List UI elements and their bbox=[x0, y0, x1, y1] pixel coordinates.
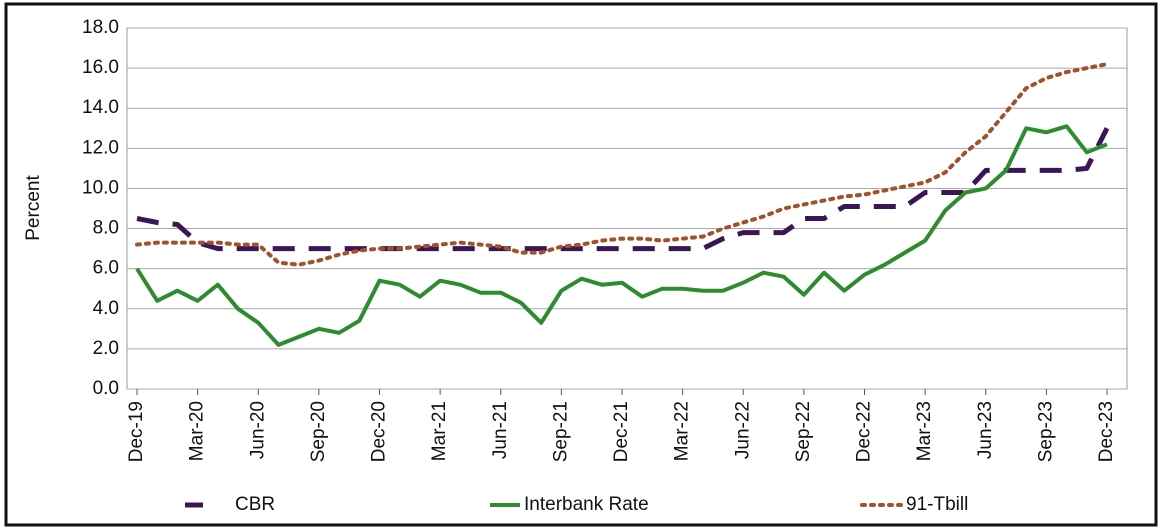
legend-label: 91-Tbill bbox=[906, 494, 968, 515]
y-tick-label: 18.0 bbox=[82, 17, 119, 38]
y-tick-label: 14.0 bbox=[82, 97, 119, 118]
x-tick-label: Mar-20 bbox=[187, 401, 208, 461]
y-tick-label: 10.0 bbox=[82, 177, 119, 198]
y-tick-label: 16.0 bbox=[82, 57, 119, 78]
legend-label: CBR bbox=[235, 494, 275, 515]
x-tick-label: Mar-22 bbox=[672, 401, 693, 461]
x-tick-label: Sep-23 bbox=[1035, 401, 1056, 462]
x-tick-label: Jun-20 bbox=[247, 401, 268, 459]
y-tick-label: 12.0 bbox=[82, 137, 119, 158]
frame bbox=[4, 2, 1158, 527]
x-tick-label: Dec-23 bbox=[1096, 401, 1117, 462]
series-line bbox=[135, 124, 1108, 347]
x-tick-label: Mar-23 bbox=[914, 401, 935, 461]
x-tick-label: Dec-21 bbox=[611, 401, 632, 462]
y-tick-label: 0.0 bbox=[93, 378, 119, 399]
x-tick-label: Jun-23 bbox=[975, 401, 996, 459]
x-tick-label: Dec-19 bbox=[126, 401, 147, 462]
y-tick-label: 8.0 bbox=[93, 218, 119, 239]
y-tick-label: 6.0 bbox=[93, 258, 119, 279]
series-line bbox=[136, 127, 1110, 252]
x-tick-label: Jun-22 bbox=[732, 401, 753, 459]
y-tick-label: 2.0 bbox=[93, 338, 119, 359]
legend-label: Interbank Rate bbox=[524, 494, 649, 515]
x-tick-label: Mar-21 bbox=[429, 401, 450, 461]
x-tick-label: Jun-21 bbox=[490, 401, 511, 459]
x-tick-label: Sep-21 bbox=[550, 401, 571, 462]
x-tick-label: Dec-22 bbox=[854, 401, 875, 462]
series-line bbox=[135, 62, 1109, 267]
y-tick-label: 4.0 bbox=[93, 298, 119, 319]
x-tick-label: Dec-20 bbox=[369, 401, 390, 462]
x-tick-label: Sep-20 bbox=[308, 401, 329, 462]
x-tick-label: Sep-22 bbox=[793, 401, 814, 462]
y-axis-label: Percent bbox=[23, 175, 44, 241]
